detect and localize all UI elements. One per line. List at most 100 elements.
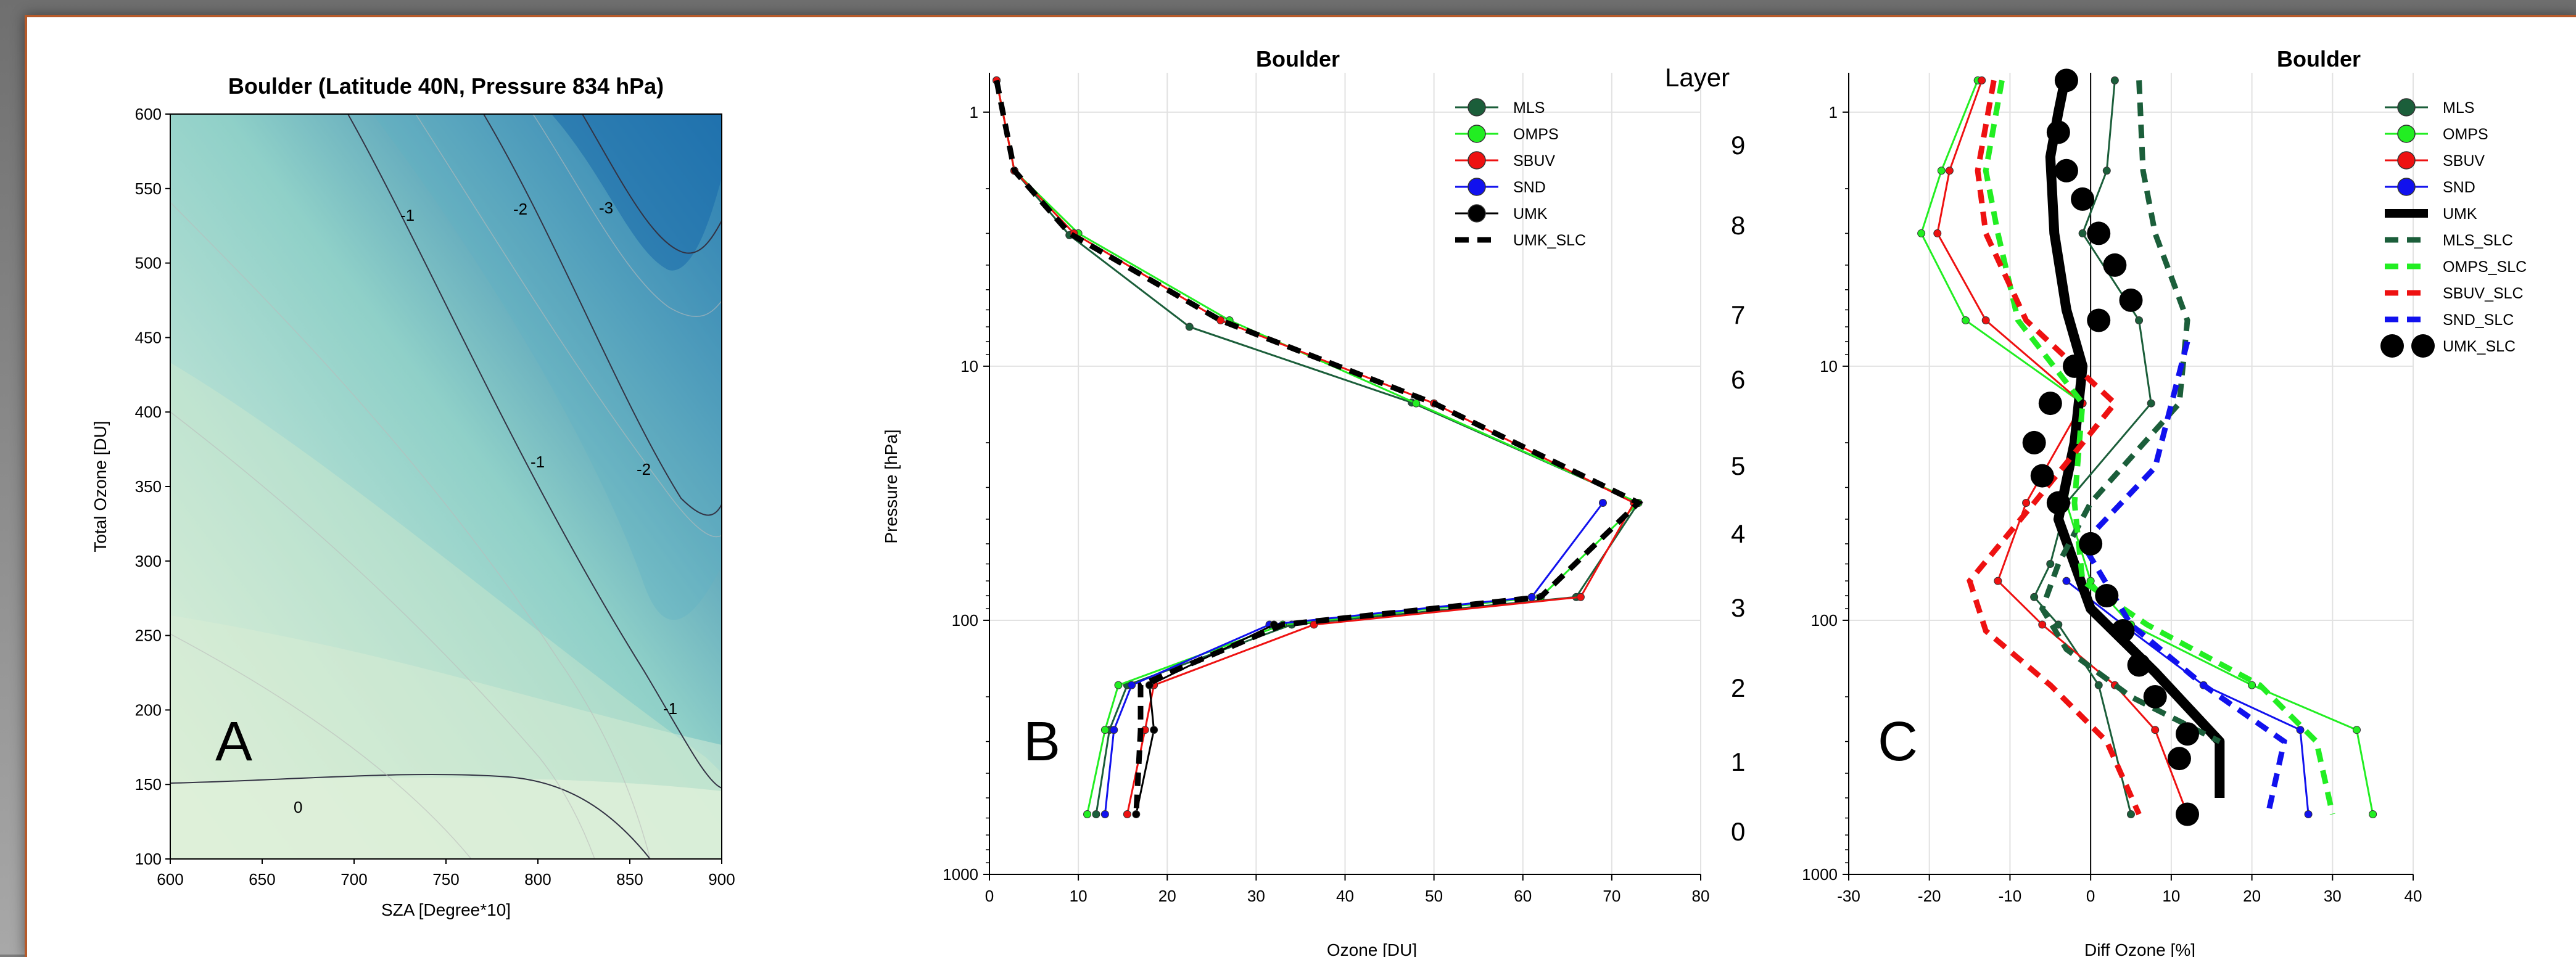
- panel-c-ticks: -30 -20 -10 0 10 20 30 40 1 10 100 1000: [1802, 103, 2422, 905]
- panel-a-xtick-label: 800: [524, 870, 551, 889]
- panel-c-series-snd-slc: [2079, 340, 2287, 815]
- panel-a-xtick-label: 700: [341, 870, 367, 889]
- panel-b-label: B: [1023, 711, 1060, 773]
- panel-b-xtick-label: 60: [1514, 887, 1532, 905]
- panel-a-title: Boulder (Latitude 40N, Pressure 834 hPa): [228, 73, 664, 99]
- panel-c-series-sbuv: [1933, 76, 2192, 819]
- panel-b-legend-marker: [1468, 204, 1486, 223]
- panel-c-legend-marker: [2397, 151, 2416, 170]
- panel-b-legend: MLS OMPS SBUV SND UMK UMK_SLC: [1455, 98, 1586, 249]
- panel-c-series-umk-slc: [2022, 68, 2199, 826]
- panel-a-band-zero: [170, 778, 722, 859]
- panel-c-ytick-label: 10: [1820, 357, 1838, 376]
- panel-b-ytick-label: 1000: [943, 865, 978, 884]
- panel-c-data-point: [2038, 392, 2062, 416]
- panel-b-layer-number: 0: [1731, 817, 1745, 846]
- panel-c-data-point: [2030, 593, 2039, 601]
- panel-b-legend-item: UMK_SLC: [1455, 232, 1586, 249]
- panel-c-series-mls-slc: [2039, 80, 2221, 744]
- panel-a-contour-label: -2: [513, 200, 527, 218]
- panel-c-data-point: [2046, 560, 2055, 569]
- panel-a-xtick-label: 650: [249, 870, 275, 889]
- panel-a-xtick-label: 850: [616, 870, 643, 889]
- panel-c-legend-marker: [2397, 98, 2416, 117]
- panel-c-data-point: [2071, 187, 2095, 211]
- panel-c-legend-item: SBUV_SLC: [2385, 285, 2524, 302]
- panel-b-xtick-label: 40: [1336, 887, 1354, 905]
- panel-c-data-point: [2087, 308, 2111, 332]
- panel-c-legend-marker: [2411, 334, 2435, 358]
- panel-c: Boulder C Diff Ozone [%] MLSOMPSSBUVSNDU…: [1802, 46, 2527, 957]
- panel-c-legend-item: MLS: [2385, 98, 2474, 117]
- panel-b-legend-label: SND: [1513, 179, 1546, 196]
- panel-a-ytick-label: 450: [135, 328, 162, 347]
- panel-a-contour-3: [582, 114, 722, 254]
- panel-c-data-point: [2054, 68, 2078, 92]
- panel-b-layer-number: 4: [1731, 519, 1745, 548]
- panel-c-data-point: [2167, 747, 2191, 771]
- panel-c-data-point: [2304, 810, 2313, 819]
- panel-b-series: [993, 76, 1643, 819]
- panel-c-series: [1917, 68, 2377, 826]
- panel-b-data-point: [1114, 681, 1123, 689]
- panel-c-data-point: [1917, 229, 1926, 237]
- panel-a-contour-1: [347, 114, 722, 789]
- panel-c-series-line: [1983, 80, 2335, 815]
- panel-c-data-point: [2063, 354, 2086, 378]
- panel-b-series-line: [1104, 502, 1604, 815]
- panel-c-legend-item: SBUV: [2385, 151, 2485, 170]
- panel-b-xtick-label: 20: [1158, 887, 1176, 905]
- panel-b-data-point: [1216, 316, 1225, 325]
- panel-b-layer-number: 2: [1731, 673, 1745, 702]
- panel-b-data-point: [1110, 726, 1118, 734]
- panel-b-layer-number: 5: [1731, 451, 1745, 480]
- panel-c-xtick-label: -30: [1837, 887, 1860, 905]
- panel-b-legend-marker: [1468, 178, 1486, 196]
- panel-c-data-point: [2151, 726, 2160, 734]
- panel-c-legend-label: MLS: [2443, 99, 2474, 117]
- panel-c-data-point: [1962, 316, 1970, 325]
- panel-b-legend-label: UMK_SLC: [1513, 232, 1586, 249]
- panel-c-data-point: [2369, 810, 2377, 819]
- panel-b-xtick-label: 50: [1425, 887, 1443, 905]
- panel-b-legend-item: MLS: [1455, 98, 1545, 117]
- panel-c-legend-marker: [2380, 334, 2404, 358]
- figure-sheet: Boulder (Latitude 40N, Pressure 834 hPa): [25, 15, 2576, 957]
- panel-b-xtick-label: 30: [1247, 887, 1265, 905]
- panel-a-xtick-label: 750: [432, 870, 459, 889]
- panel-c-legend: MLS OMPS SBUV SND UMK MLS_SLC OMPS_SLC SBUV_SLC…: [2380, 98, 2527, 358]
- panel-b-layer-number: 3: [1731, 593, 1745, 622]
- panel-c-data-point: [1945, 166, 1954, 175]
- panel-c-data-point: [2127, 653, 2151, 677]
- panel-a-ytick-label: 500: [135, 254, 162, 273]
- panel-b-layer-number: 8: [1731, 211, 1745, 240]
- panel-a-ytick-label: 200: [135, 700, 162, 719]
- panel-c-data-point: [1994, 577, 2002, 585]
- panel-c-series-line: [2039, 80, 2221, 744]
- panel-b-legend-label: MLS: [1513, 99, 1545, 117]
- panel-c-legend-label: UMK: [2443, 205, 2477, 223]
- panel-b: Boulder B Ozone [DU] Pressure [hPa] Laye…: [881, 46, 1745, 957]
- panel-c-data-point: [1978, 76, 1986, 84]
- panel-c-data-point: [2046, 120, 2070, 144]
- panel-c-xtick-label: 0: [2086, 887, 2095, 905]
- panel-a-band-two: [373, 114, 722, 620]
- panel-c-xtick-label: 20: [2243, 887, 2261, 905]
- panel-a: Boulder (Latitude 40N, Pressure 834 hPa): [91, 73, 735, 919]
- panel-a-contour-label: -1: [530, 453, 545, 471]
- panel-a-ytick-label: 600: [135, 105, 162, 123]
- panel-b-data-point: [1412, 399, 1421, 408]
- panel-c-series-omps: [1917, 76, 2377, 819]
- panel-b-legend-label: OMPS: [1513, 126, 1559, 143]
- panel-a-band-low: [170, 615, 722, 859]
- panel-b-legend-label: SBUV: [1513, 152, 1555, 170]
- panel-a-colormap: [170, 114, 722, 859]
- panel-c-data-point: [2030, 464, 2054, 488]
- panel-c-data-point: [2046, 491, 2070, 515]
- panel-c-series-line: [1967, 80, 2142, 816]
- panel-a-contour-label: -3: [599, 199, 613, 217]
- panel-a-contour-label: -1: [663, 699, 677, 718]
- panel-a-ytick-label: 550: [135, 179, 162, 198]
- panel-c-data-point: [2135, 316, 2144, 325]
- panel-c-data-point: [2147, 399, 2155, 408]
